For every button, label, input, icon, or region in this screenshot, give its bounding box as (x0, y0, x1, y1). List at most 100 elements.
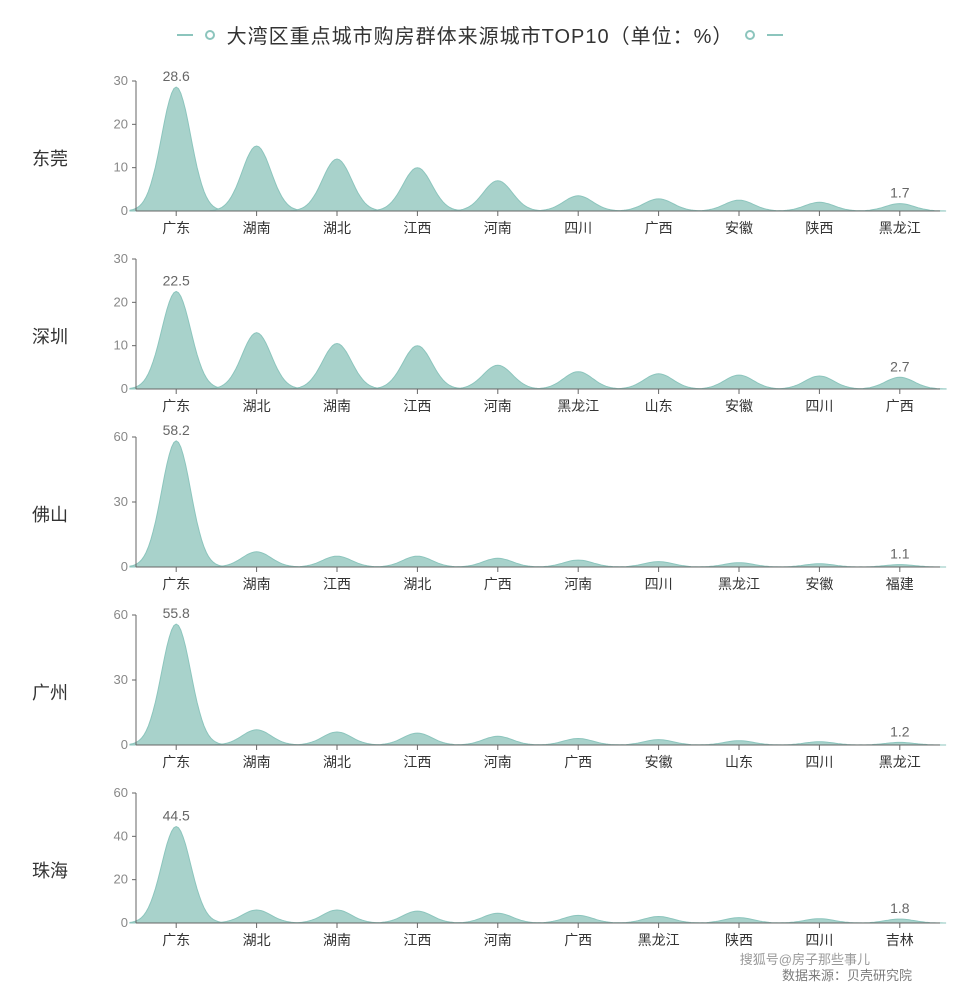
svg-text:湖北: 湖北 (243, 398, 271, 414)
svg-text:吉林: 吉林 (886, 932, 914, 948)
svg-text:黑龙江: 黑龙江 (879, 754, 921, 770)
svg-text:广西: 广西 (886, 398, 914, 414)
row-plot: 0 10 20 30 广东 湖北 湖南 江西 河南 黑龙江 山东 安徽 四川 广西 22.5 2.7 (90, 245, 950, 423)
svg-text:江西: 江西 (403, 398, 431, 414)
svg-text:20: 20 (114, 872, 128, 887)
svg-text:四川: 四川 (564, 220, 592, 236)
row-city-label: 佛山 (10, 423, 90, 527)
svg-text:湖北: 湖北 (403, 576, 431, 592)
svg-text:2.7: 2.7 (890, 358, 910, 374)
row-city-label: 广州 (10, 601, 90, 705)
row-city-label: 深圳 (10, 245, 90, 349)
row-city-label: 东莞 (10, 67, 90, 171)
chart-row: 广州03060广东湖南湖北江西河南广西安徽山东四川黑龙江55.81.2 (10, 601, 950, 779)
svg-text:60: 60 (114, 785, 128, 800)
svg-text:河南: 河南 (484, 932, 512, 948)
svg-text:广西: 广西 (484, 576, 512, 592)
svg-text:江西: 江西 (403, 220, 431, 236)
svg-text:60: 60 (114, 607, 128, 622)
svg-text:湖北: 湖北 (323, 220, 351, 236)
svg-text:广西: 广西 (564, 754, 592, 770)
svg-text:0: 0 (121, 737, 128, 752)
svg-text:安徽: 安徽 (725, 220, 753, 236)
svg-text:山东: 山东 (725, 754, 753, 770)
svg-text:10: 10 (114, 338, 128, 353)
svg-text:黑龙江: 黑龙江 (718, 576, 760, 592)
svg-text:20: 20 (114, 294, 128, 309)
title-decor-line (767, 34, 783, 36)
svg-text:湖南: 湖南 (243, 754, 271, 770)
svg-text:广东: 广东 (162, 932, 190, 948)
svg-text:28.6: 28.6 (163, 68, 190, 84)
row-plot: 0 20 40 60 广东 湖北 湖南 江西 河南 广西 黑龙江 陕西 四川 吉林 44.5 1.8 (90, 779, 950, 957)
svg-text:四川: 四川 (805, 754, 833, 770)
svg-text:四川: 四川 (805, 398, 833, 414)
svg-text:广东: 广东 (162, 398, 190, 414)
svg-text:55.8: 55.8 (163, 605, 190, 621)
svg-text:1.8: 1.8 (890, 900, 910, 916)
svg-text:湖南: 湖南 (323, 932, 351, 948)
svg-text:0: 0 (121, 915, 128, 930)
chart-row: 深圳 0 10 20 30 广东 湖北 湖南 江西 河南 黑龙江 山东 安徽 四川 广西 22.5 2.7 (10, 245, 950, 423)
svg-text:陕西: 陕西 (805, 220, 833, 236)
svg-text:黑龙江: 黑龙江 (557, 398, 599, 414)
svg-text:0: 0 (121, 381, 128, 396)
svg-text:湖南: 湖南 (243, 220, 271, 236)
svg-text:1.7: 1.7 (890, 185, 910, 201)
svg-text:陕西: 陕西 (725, 932, 753, 948)
svg-text:湖北: 湖北 (323, 754, 351, 770)
row-plot: 0 30 60 广东 湖南 江西 湖北 广西 河南 四川 黑龙江 安徽 福建 58.2 1.1 (90, 423, 950, 601)
svg-text:广西: 广西 (645, 220, 673, 236)
svg-text:0: 0 (121, 203, 128, 218)
svg-text:河南: 河南 (484, 220, 512, 236)
title-decor-dot (745, 30, 755, 40)
svg-text:黑龙江: 黑龙江 (638, 932, 680, 948)
svg-text:河南: 河南 (564, 576, 592, 592)
svg-text:30: 30 (114, 251, 128, 266)
svg-text:江西: 江西 (323, 576, 351, 592)
chart-row: 佛山 0 30 60 广东 湖南 江西 湖北 广西 河南 四川 黑龙江 安徽 福建 58.2 1.1 (10, 423, 950, 601)
chart-row: 珠海 0 20 40 60 广东 湖北 湖南 江西 河南 广西 黑龙江 陕西 四川 吉林 44.5 1.8 (10, 779, 950, 957)
svg-text:20: 20 (114, 116, 128, 131)
row-plot: 0 10 20 30 广东 湖南 湖北 江西 河南 四川 广西 安徽 陕西 黑龙江 28.6 1.7 (90, 67, 950, 245)
svg-text:江西: 江西 (403, 754, 431, 770)
svg-text:福建: 福建 (886, 576, 914, 592)
svg-text:四川: 四川 (805, 932, 833, 948)
svg-text:湖北: 湖北 (243, 932, 271, 948)
svg-text:30: 30 (114, 672, 128, 687)
chart-title: 大湾区重点城市购房群体来源城市TOP10（单位：%） (227, 20, 734, 49)
svg-text:30: 30 (114, 494, 128, 509)
svg-text:安徽: 安徽 (805, 576, 833, 592)
svg-text:河南: 河南 (484, 754, 512, 770)
row-city-label: 珠海 (10, 779, 90, 883)
watermark-attribution: 数据来源：贝壳研究院 (782, 965, 912, 984)
svg-text:1.2: 1.2 (890, 723, 910, 739)
svg-text:河南: 河南 (484, 398, 512, 414)
ridgeline-chart: 东莞0102030广东湖南湖北江西河南四川广西安徽陕西黑龙江28.61.7深圳0… (10, 67, 950, 957)
svg-text:四川: 四川 (645, 576, 673, 592)
svg-text:广西: 广西 (564, 932, 592, 948)
svg-text:安徽: 安徽 (725, 398, 753, 414)
svg-text:湖南: 湖南 (243, 576, 271, 592)
svg-text:广东: 广东 (162, 220, 190, 236)
svg-text:安徽: 安徽 (645, 754, 673, 770)
svg-text:60: 60 (114, 429, 128, 444)
svg-text:0: 0 (121, 559, 128, 574)
svg-text:江西: 江西 (403, 932, 431, 948)
title-decor-dot (205, 30, 215, 40)
svg-text:40: 40 (114, 828, 128, 843)
svg-text:58.2: 58.2 (163, 423, 190, 438)
svg-text:30: 30 (114, 73, 128, 88)
svg-text:湖南: 湖南 (323, 398, 351, 414)
svg-text:10: 10 (114, 160, 128, 175)
row-plot: 03060广东湖南湖北江西河南广西安徽山东四川黑龙江55.81.2 (90, 601, 950, 779)
svg-text:黑龙江: 黑龙江 (879, 220, 921, 236)
svg-text:22.5: 22.5 (163, 273, 190, 289)
svg-text:1.1: 1.1 (890, 546, 910, 562)
title-decor-line (177, 34, 193, 36)
svg-text:广东: 广东 (162, 576, 190, 592)
chart-title-row: 大湾区重点城市购房群体来源城市TOP10（单位：%） (10, 20, 950, 49)
chart-row: 东莞 0 10 20 30 广东 湖南 湖北 江西 河南 四川 广西 安徽 陕西 黑龙江 28.6 1.7 (10, 67, 950, 245)
svg-text:44.5: 44.5 (163, 808, 190, 824)
svg-text:山东: 山东 (645, 398, 673, 414)
